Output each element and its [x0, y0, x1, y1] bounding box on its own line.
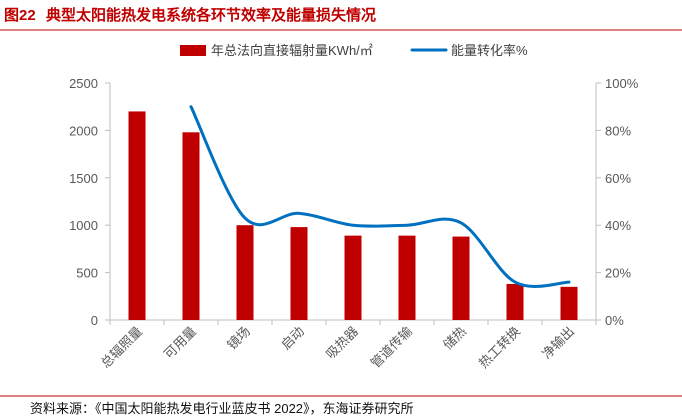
y-right-tick-label: 40% [605, 218, 631, 233]
y-right-tick-label: 80% [605, 123, 631, 138]
series-line-conversion-rate [189, 105, 571, 288]
y-right-tick-label: 0% [605, 313, 624, 328]
x-tick-label: 储热 [440, 324, 469, 353]
x-tick-label: 吸热器 [323, 324, 361, 362]
legend-line-label: 能量转化率% [451, 43, 528, 58]
y-left-tick-label: 1500 [69, 171, 98, 186]
y-right-tick-label: 20% [605, 266, 631, 281]
bar-radiation-6 [398, 235, 416, 320]
legend-bar-swatch [180, 45, 206, 56]
x-tick-label: 总辐照量 [98, 324, 145, 371]
legend-bar-label: 年总法向直接辐射量KWh/㎡ [211, 43, 373, 58]
line-series-conversion-rate [189, 105, 571, 288]
bar-radiation-2 [182, 132, 200, 320]
x-tick-label: 管道传输 [368, 324, 415, 371]
x-axis-labels: 总辐照量 可用量 镜场 启动 吸热器 管道传输 储热 热工转换 净输出 [98, 324, 577, 371]
x-tick-label: 热工转换 [476, 324, 523, 371]
bar-radiation-8 [506, 283, 524, 320]
figure-footer: 资料来源：《中国太阳能热发电行业蓝皮书 2022》，东海证券研究所 [0, 395, 682, 416]
y-left-tick-label: 1000 [69, 218, 98, 233]
bar-radiation-1 [128, 111, 146, 320]
source-note: 资料来源：《中国太阳能热发电行业蓝皮书 2022》，东海证券研究所 [30, 401, 414, 416]
figure-header: 图22 典型太阳能热发电系统各环节效率及能量损失情况 [0, 6, 682, 31]
y-left-tick-label: 2500 [69, 76, 98, 91]
bar-series-radiation [128, 111, 578, 320]
bar-radiation-3 [236, 225, 254, 320]
figure-label: 图22 [4, 7, 36, 24]
x-tick-label: 可用量 [161, 324, 199, 362]
x-tick-label: 启动 [278, 324, 307, 353]
bar-radiation-7 [452, 236, 470, 320]
x-tick-label: 镜场 [224, 324, 253, 353]
legend: 年总法向直接辐射量KWh/㎡ 能量转化率% [180, 43, 528, 58]
y-right-tick-label: 60% [605, 171, 631, 186]
y-left-tick-label: 500 [76, 266, 98, 281]
chart-title: 典型太阳能热发电系统各环节效率及能量损失情况 [46, 6, 376, 24]
bar-radiation-9 [560, 286, 578, 320]
x-tick-label: 净输出 [539, 324, 577, 362]
bar-radiation-5 [344, 235, 362, 320]
bar-radiation-4 [290, 227, 308, 320]
y-left-tick-label: 0 [91, 313, 98, 328]
y-left-tick-label: 2000 [69, 123, 98, 138]
y-right-tick-label: 100% [605, 76, 639, 91]
